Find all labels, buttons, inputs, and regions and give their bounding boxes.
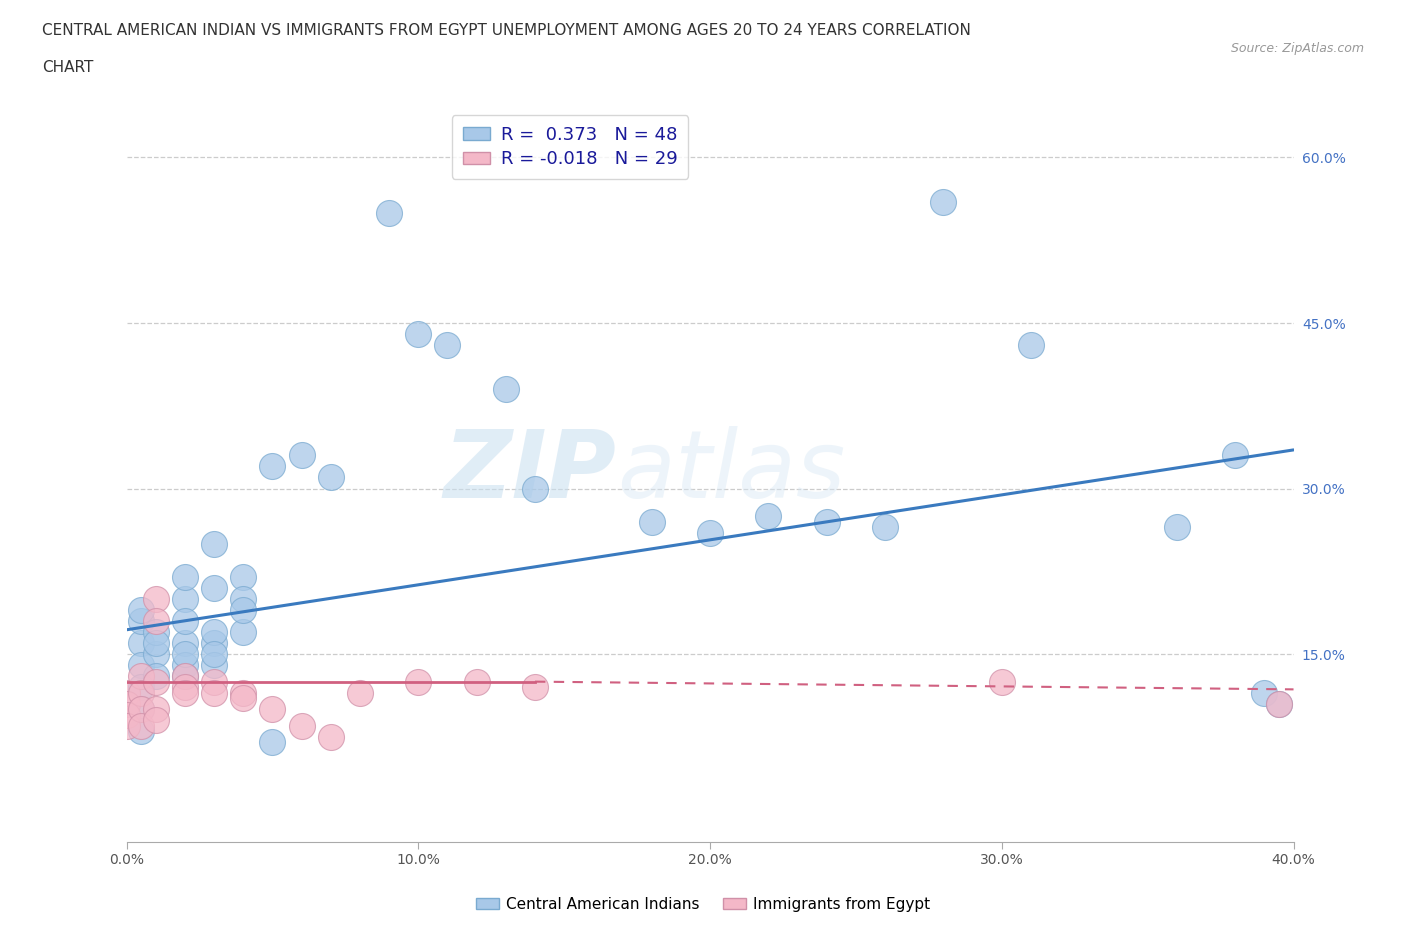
Point: [129, 614, 152, 629]
Legend: Central American Indians, Immigrants from Egypt: Central American Indians, Immigrants fro…: [470, 891, 936, 918]
Point: [129, 702, 152, 717]
Point: [1268, 697, 1291, 711]
Point: [232, 625, 254, 640]
Point: [174, 669, 197, 684]
Point: [232, 685, 254, 700]
Point: [129, 685, 152, 700]
Point: [145, 625, 167, 640]
Point: [129, 680, 152, 695]
Point: [378, 206, 401, 220]
Point: [202, 635, 225, 650]
Text: atlas: atlas: [617, 427, 845, 517]
Point: [202, 625, 225, 640]
Point: [202, 658, 225, 672]
Point: [875, 520, 897, 535]
Point: [145, 702, 167, 717]
Point: [524, 680, 547, 695]
Point: [115, 708, 138, 723]
Text: ZIP: ZIP: [444, 426, 617, 518]
Point: [202, 685, 225, 700]
Text: CENTRAL AMERICAN INDIAN VS IMMIGRANTS FROM EGYPT UNEMPLOYMENT AMONG AGES 20 TO 2: CENTRAL AMERICAN INDIAN VS IMMIGRANTS FR…: [42, 23, 972, 38]
Point: [174, 614, 197, 629]
Point: [262, 702, 284, 717]
Point: [524, 481, 547, 496]
Point: [174, 680, 197, 695]
Point: [756, 509, 779, 524]
Point: [174, 669, 197, 684]
Point: [202, 674, 225, 689]
Point: [408, 674, 430, 689]
Legend: R =  0.373   N = 48, R = -0.018   N = 29: R = 0.373 N = 48, R = -0.018 N = 29: [451, 115, 688, 179]
Point: [232, 591, 254, 606]
Point: [699, 525, 721, 540]
Point: [290, 718, 312, 733]
Point: [495, 382, 517, 397]
Point: [174, 646, 197, 661]
Point: [174, 685, 197, 700]
Point: [115, 685, 138, 700]
Point: [1223, 448, 1246, 463]
Point: [319, 729, 342, 744]
Point: [145, 712, 167, 727]
Point: [815, 514, 838, 529]
Text: Source: ZipAtlas.com: Source: ZipAtlas.com: [1230, 42, 1364, 55]
Point: [232, 691, 254, 706]
Point: [129, 724, 152, 738]
Point: [640, 514, 664, 529]
Point: [145, 674, 167, 689]
Point: [202, 646, 225, 661]
Point: [129, 603, 152, 618]
Point: [202, 580, 225, 595]
Point: [174, 591, 197, 606]
Point: [115, 697, 138, 711]
Point: [129, 718, 152, 733]
Point: [129, 635, 152, 650]
Point: [408, 326, 430, 341]
Point: [174, 658, 197, 672]
Point: [349, 685, 371, 700]
Point: [465, 674, 488, 689]
Point: [129, 658, 152, 672]
Point: [145, 669, 167, 684]
Point: [232, 603, 254, 618]
Point: [145, 614, 167, 629]
Point: [129, 702, 152, 717]
Point: [990, 674, 1012, 689]
Point: [1253, 685, 1275, 700]
Point: [262, 459, 284, 474]
Text: CHART: CHART: [42, 60, 94, 75]
Point: [174, 569, 197, 584]
Point: [145, 591, 167, 606]
Point: [1166, 520, 1188, 535]
Point: [1019, 338, 1042, 352]
Point: [436, 338, 458, 352]
Point: [202, 537, 225, 551]
Point: [115, 718, 138, 733]
Point: [145, 646, 167, 661]
Point: [129, 669, 152, 684]
Point: [319, 470, 342, 485]
Point: [1268, 697, 1291, 711]
Point: [232, 569, 254, 584]
Point: [145, 635, 167, 650]
Point: [290, 448, 312, 463]
Point: [932, 194, 955, 209]
Point: [262, 735, 284, 750]
Point: [174, 635, 197, 650]
